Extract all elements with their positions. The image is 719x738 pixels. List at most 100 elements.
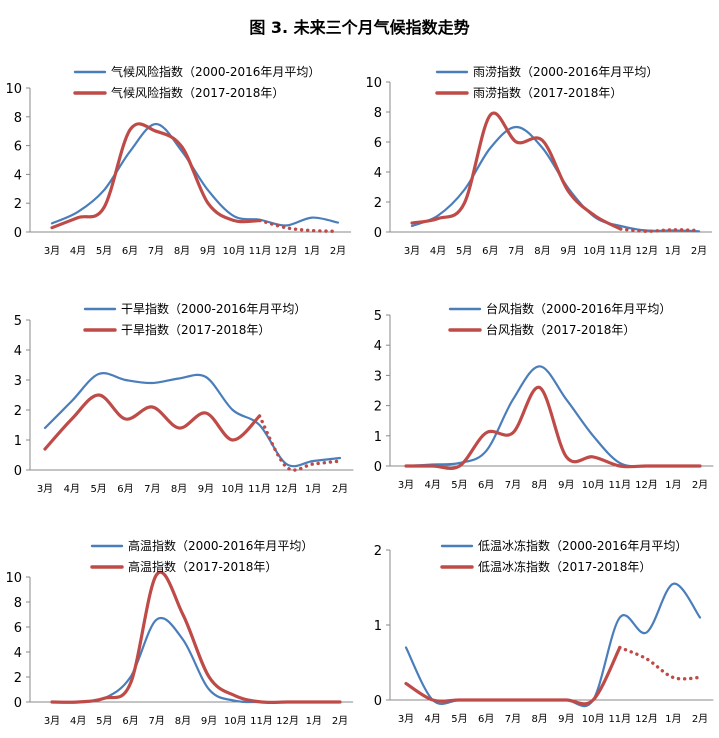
series-line-recent xyxy=(404,645,622,706)
x-tick-label: 2月 xyxy=(330,245,346,257)
x-tick-label: 6月 xyxy=(122,715,138,727)
series-line-forecast-dotted xyxy=(257,414,342,472)
x-tick-label: 8月 xyxy=(175,715,191,727)
y-tick-label: 10 xyxy=(5,571,22,586)
x-tick-label: 5月 xyxy=(90,483,106,495)
y-tick-label: 2 xyxy=(14,197,22,212)
legend-entry: 高温指数（2000-2016年月平均） xyxy=(128,538,313,553)
x-tick-label: 1月 xyxy=(665,713,681,725)
x-tick-label: 9月 xyxy=(198,483,214,495)
x-tick-label: 1月 xyxy=(305,483,321,495)
y-tick-label: 8 xyxy=(14,596,22,611)
x-tick-label: 3月 xyxy=(398,479,414,491)
y-tick-label: 10 xyxy=(365,76,382,91)
x-tick-label: 12月 xyxy=(276,715,299,727)
x-tick-label: 3月 xyxy=(44,245,60,257)
series-line-recent xyxy=(50,570,342,705)
chart-panel-6: 0 1 2 3月 4月 5月 6月 7月 8月 9月 10月 11月 12月 1月 2月 低温冰冻指数（200… xyxy=(374,538,714,725)
x-tick-label: 9月 xyxy=(558,479,574,491)
y-tick-label: 6 xyxy=(374,136,382,151)
x-tick-label: 4月 xyxy=(70,245,86,257)
y-tick-label: 6 xyxy=(14,140,22,155)
x-tick-label: 6月 xyxy=(482,245,498,257)
x-tick-label: 9月 xyxy=(558,713,574,725)
x-tick-label: 8月 xyxy=(174,245,190,257)
y-tick-label: 2 xyxy=(14,404,22,419)
legend-entry: 雨涝指数（2000-2016年月平均） xyxy=(473,64,658,79)
series-line-recent xyxy=(43,393,262,451)
y-tick-label: 5 xyxy=(374,309,382,324)
y-tick-label: 4 xyxy=(374,339,382,354)
x-tick-label: 12月 xyxy=(635,713,658,725)
y-tick-label: 1 xyxy=(374,619,382,634)
x-tick-label: 6月 xyxy=(478,479,494,491)
chart-panel-4: 0 1 2 3 4 5 3月 4月 5月 6月 7月 8月 9月 10月 11月 12月 1月 2月 台风指数（20… xyxy=(374,301,714,491)
legend-entry: 雨涝指数（2017-2018年） xyxy=(473,85,622,100)
y-tick-label: 3 xyxy=(374,369,382,384)
chart-panel-1: 0 2 4 6 8 10 3月 4月 5月 6月 7月 8月 9月 10月 11月 12月 1月 2月 气候风险指数… xyxy=(5,64,351,257)
legend-entry: 气候风险指数（2017-2018年） xyxy=(111,85,284,100)
x-tick-label: 12月 xyxy=(275,245,298,257)
x-tick-label: 9月 xyxy=(560,245,576,257)
series-line-average xyxy=(50,617,342,704)
x-tick-label: 5月 xyxy=(96,245,112,257)
x-tick-label: 6月 xyxy=(122,245,138,257)
series-line-recent xyxy=(410,111,623,231)
chart-panel-2: 0 2 4 6 8 10 3月 4月 5月 6月 7月 8月 9月 10月 11月 12月 1月 2月 雨涝指数（2… xyxy=(365,64,713,257)
x-tick-label: 11月 xyxy=(249,245,272,257)
x-tick-label: 2月 xyxy=(692,713,708,725)
y-tick-label: 1 xyxy=(14,434,22,449)
y-tick-label: 0 xyxy=(14,464,22,479)
x-tick-label: 1月 xyxy=(665,245,681,257)
chart-panel-5: 0 2 4 6 8 10 3月 4月 5月 6月 7月 8月 9月 10月 11月 12月 1月 2月 高温指数（2… xyxy=(5,538,354,727)
series-line-forecast-dotted xyxy=(619,227,701,234)
series-line-forecast-dotted xyxy=(258,218,340,233)
x-tick-label: 5月 xyxy=(451,479,467,491)
y-tick-label: 1 xyxy=(374,430,382,445)
legend-entry: 台风指数（2000-2016年月平均） xyxy=(486,301,671,316)
legend-entry: 干旱指数（2017-2018年） xyxy=(121,322,270,337)
y-tick-label: 2 xyxy=(374,400,382,415)
x-tick-label: 2月 xyxy=(332,715,348,727)
series-line-average xyxy=(43,372,342,468)
x-tick-label: 6月 xyxy=(117,483,133,495)
x-tick-label: 6月 xyxy=(478,713,494,725)
x-tick-label: 11月 xyxy=(250,715,273,727)
x-tick-label: 4月 xyxy=(425,713,441,725)
x-tick-label: 12月 xyxy=(635,479,658,491)
x-tick-label: 10月 xyxy=(223,245,246,257)
figure-title: 图 3. 未来三个月气候指数走势 xyxy=(249,18,470,37)
x-tick-label: 7月 xyxy=(149,715,165,727)
x-tick-label: 1月 xyxy=(665,479,681,491)
x-tick-label: 8月 xyxy=(534,245,550,257)
series-line-recent xyxy=(404,385,702,471)
x-tick-label: 3月 xyxy=(44,715,60,727)
x-tick-label: 1月 xyxy=(304,245,320,257)
x-tick-label: 7月 xyxy=(505,479,521,491)
x-tick-label: 12月 xyxy=(635,245,658,257)
x-tick-label: 2月 xyxy=(692,479,708,491)
legend-entry: 气候风险指数（2000-2016年月平均） xyxy=(111,64,320,79)
y-tick-label: 0 xyxy=(14,696,22,711)
x-tick-label: 5月 xyxy=(96,715,112,727)
legend-entry: 高温指数（2017-2018年） xyxy=(128,559,277,574)
x-tick-label: 2月 xyxy=(691,245,707,257)
x-tick-label: 4月 xyxy=(425,479,441,491)
x-tick-label: 5月 xyxy=(451,713,467,725)
x-tick-label: 11月 xyxy=(609,245,632,257)
x-tick-label: 9月 xyxy=(201,715,217,727)
legend-entry: 台风指数（2017-2018年） xyxy=(486,322,635,337)
x-tick-label: 8月 xyxy=(531,713,547,725)
x-tick-label: 10月 xyxy=(582,713,605,725)
y-tick-label: 2 xyxy=(374,196,382,211)
x-tick-label: 7月 xyxy=(508,245,524,257)
x-tick-label: 3月 xyxy=(398,713,414,725)
y-tick-label: 0 xyxy=(14,226,22,241)
x-tick-label: 10月 xyxy=(221,483,244,495)
x-tick-label: 4月 xyxy=(430,245,446,257)
y-tick-label: 8 xyxy=(374,106,382,121)
y-tick-label: 0 xyxy=(374,226,382,241)
x-tick-label: 8月 xyxy=(531,479,547,491)
legend-entry: 低温冰冻指数（2017-2018年） xyxy=(478,559,651,574)
